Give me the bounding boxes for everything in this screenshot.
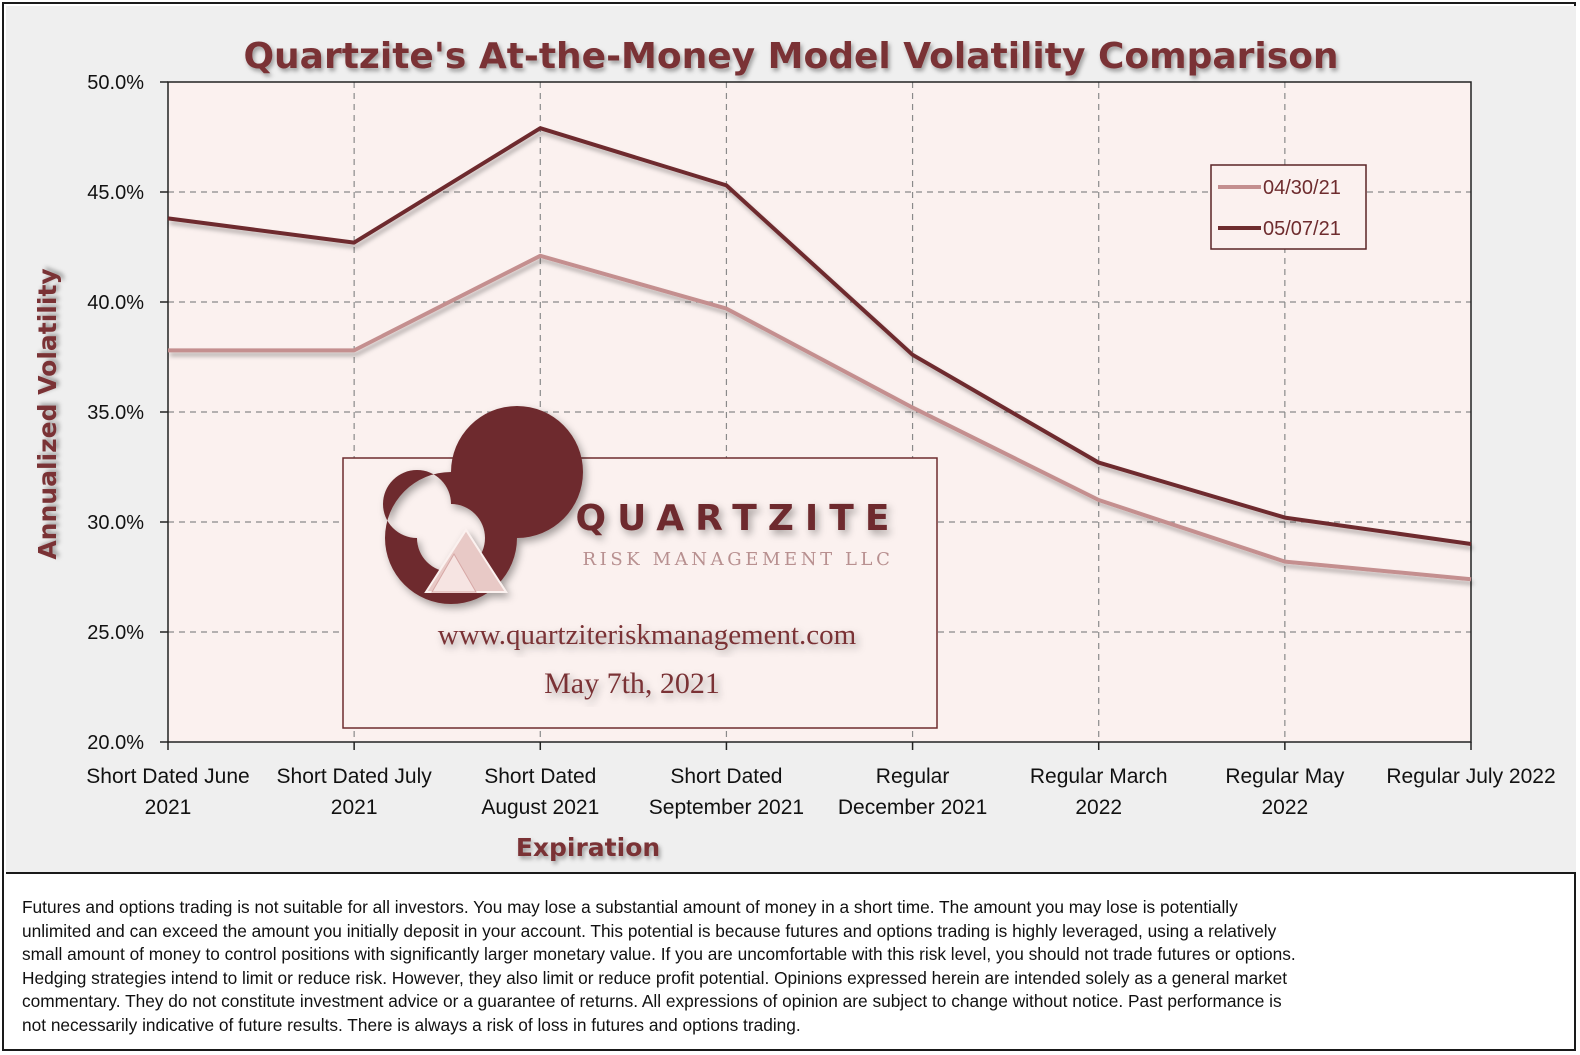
y-axis-title: Annualized Volatility (33, 268, 62, 559)
series-line-2 (167, 126, 1472, 546)
legend-box (1210, 164, 1367, 250)
x-tick-label: 2021 (145, 796, 192, 819)
series-lines (167, 126, 1472, 582)
y-tick-label: 50.0% (87, 72, 144, 94)
x-tick-label: September 2021 (649, 796, 804, 819)
disclaimer-line: commentary. They do not constitute inves… (22, 991, 1282, 1012)
watermark-date: May 7th, 2021 (544, 667, 720, 700)
watermark-url: www.quartziteriskmanagement.com (438, 619, 857, 651)
y-tick-label: 30.0% (87, 512, 144, 534)
x-tick-label: Short Dated (670, 765, 782, 788)
logo-ring-icon (383, 406, 583, 604)
chart-region: Quartzite's At-the-Money Model Volatilit… (6, 6, 1576, 874)
x-tick-label: August 2021 (481, 796, 599, 819)
x-tick-label: December 2021 (838, 796, 987, 819)
plot-border (167, 81, 1472, 743)
y-tick-label: 35.0% (87, 402, 144, 424)
series-line-1 (168, 253, 1472, 582)
disclaimer-line: Futures and options trading is not suita… (22, 897, 1238, 917)
y-tick-label: 45.0% (87, 182, 144, 204)
legend: 04/30/21 05/07/21 (1210, 164, 1367, 250)
y-tick-label: 40.0% (87, 292, 144, 314)
disclaimer-text: Futures and options trading is not suita… (22, 896, 1567, 1038)
x-tick-label: 2022 (1261, 796, 1308, 819)
y-tick-label: 25.0% (87, 622, 144, 644)
x-tick-label: Regular July 2022 (1386, 765, 1555, 788)
x-axis-title: Expiration (516, 833, 660, 862)
x-tick-label: Regular May (1225, 765, 1345, 788)
disclaimer-line: small amount of money to control positio… (22, 944, 1296, 965)
quartzite-logo (383, 406, 583, 604)
legend-label-series-2: 05/07/21 (1263, 218, 1341, 240)
x-tick-label: 2022 (1075, 796, 1122, 819)
axes (160, 81, 1472, 750)
logo-inner-triangle-icon (431, 553, 477, 593)
disclaimer-line: Hedging strategies intend to limit or re… (22, 967, 1288, 988)
watermark-company: QUARTZITE (576, 498, 901, 539)
chart-title: Quartzite's At-the-Money Model Volatilit… (243, 36, 1338, 77)
disclaimer-line: unlimited and can exceed the amount you … (22, 920, 1277, 941)
x-tick-label: Short Dated (484, 765, 596, 788)
x-tick-label: Short Dated July (277, 765, 433, 788)
volatility-chart: Quartzite's At-the-Money Model Volatilit… (33, 36, 1556, 862)
x-tick-label: Regular (876, 765, 950, 788)
x-tick-label: 2021 (331, 796, 378, 819)
y-tick-label: 20.0% (87, 732, 144, 754)
disclaimer-line: not necessarily indicative of future res… (22, 1014, 801, 1035)
watermark: QUARTZITE RISK MANAGEMENT LLC www.quartz… (342, 406, 938, 729)
x-tick-label: Regular March (1030, 765, 1168, 788)
watermark-subtitle: RISK MANAGEMENT LLC (583, 549, 894, 570)
x-tick-label: Short Dated June (86, 765, 249, 788)
legend-label-series-1: 04/30/21 (1263, 177, 1341, 199)
tick-labels: 20.0% 25.0% 30.0% 35.0% 40.0% 45.0% 50.0% Short… (86, 72, 1555, 819)
